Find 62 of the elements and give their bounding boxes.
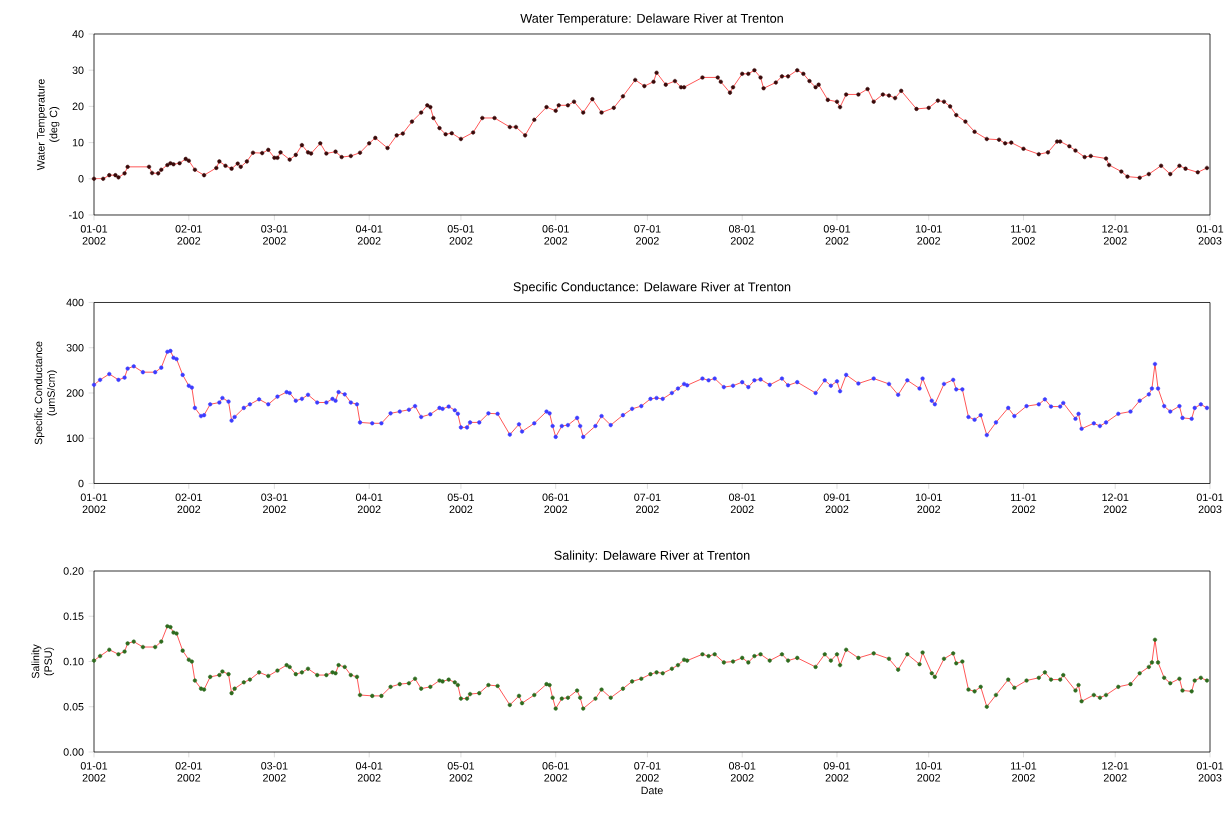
- x-tick-label: 11-01 2002: [1011, 762, 1037, 782]
- x-tick-label: 02-01 2002: [175, 225, 202, 245]
- y-tick-label: 40: [72, 30, 84, 38]
- x-tick-label: 03-01 2002: [261, 762, 288, 782]
- x-tick-label: 08-01 2002: [728, 493, 756, 514]
- x-tick-label: 07-01 2002: [634, 493, 661, 514]
- y-tick-label: 10: [72, 138, 84, 147]
- x-tick-label: 11-01 2002: [1011, 225, 1037, 245]
- x-tick-label: 12-01 2002: [1102, 493, 1129, 514]
- x-tick-label: 10-01 2002: [915, 225, 942, 245]
- x-tick-label: 05-01 2002: [447, 493, 475, 514]
- y-tick-label: 100: [66, 434, 84, 443]
- y-tick-label: 200: [66, 389, 84, 397]
- x-tick-label: 04-01 2002: [355, 225, 383, 245]
- x-tick-label: 04-01 2002: [355, 762, 383, 782]
- x-tick-label: 03-01 2002: [261, 493, 288, 514]
- y-tick-label: 30: [72, 66, 84, 74]
- x-tick-label: 01-01 2003: [1196, 762, 1224, 782]
- x-tick-label: 06-01 2002: [542, 225, 569, 245]
- x-tick-label: 08-01 2002: [728, 762, 756, 782]
- y-tick-label: 0.20: [63, 567, 84, 575]
- x-tick-label: 02-01 2002: [175, 762, 202, 782]
- x-tick-label: 01-01 2002: [80, 493, 108, 514]
- x-tick-label: 01-01 2003: [1196, 225, 1224, 245]
- y-tick-label: 0: [78, 479, 84, 488]
- x-tick-label: 04-01 2002: [355, 493, 383, 514]
- y-tick-label: 400: [66, 298, 84, 307]
- y-tick-label: 0.15: [63, 612, 84, 621]
- y-tick-label: 300: [66, 343, 84, 352]
- x-tick-label: 07-01 2002: [634, 225, 661, 245]
- x-tick-label: 06-01 2002: [542, 493, 569, 514]
- chart-title: Water Temperature: Delaware River at Trenton: [520, 13, 783, 26]
- y-axis-title: Water Temperature (deg C): [37, 79, 60, 171]
- x-tick-label: 10-01 2002: [915, 762, 942, 782]
- x-tick-label: 01-01 2002: [80, 225, 108, 245]
- x-tick-label: 10-01 2002: [915, 493, 942, 514]
- y-axis-title: Salinity (PSU): [31, 644, 55, 679]
- y-tick-label: 0: [78, 175, 84, 183]
- x-tick-label: 06-01 2002: [542, 762, 569, 782]
- y-tick-label: -10: [69, 211, 84, 219]
- y-tick-label: 0.10: [63, 657, 84, 666]
- x-tick-label: 07-01 2002: [634, 762, 661, 782]
- x-axis-title: Date: [641, 786, 663, 795]
- x-tick-label: 05-01 2002: [447, 225, 475, 245]
- chart-title: Specific Conductance: Delaware River at Trenton: [513, 281, 791, 294]
- x-tick-label: 12-01 2002: [1102, 762, 1129, 782]
- y-axis-title: Specific Conductance (umS/cm): [34, 341, 58, 445]
- y-tick-label: 20: [72, 102, 84, 111]
- y-tick-label: 0.00: [63, 748, 84, 756]
- x-tick-label: 03-01 2002: [261, 225, 288, 245]
- x-tick-label: 11-01 2002: [1011, 493, 1037, 514]
- x-tick-label: 09-01 2002: [823, 762, 851, 782]
- x-tick-label: 01-01 2003: [1196, 493, 1224, 514]
- x-tick-label: 01-01 2002: [80, 762, 108, 782]
- x-tick-label: 09-01 2002: [823, 493, 851, 514]
- chart-title: Salinity: Delaware River at Trenton: [554, 550, 750, 563]
- x-tick-label: 12-01 2002: [1102, 225, 1129, 245]
- x-tick-label: 08-01 2002: [728, 225, 756, 245]
- y-tick-label: 0.05: [63, 702, 84, 711]
- x-tick-label: 05-01 2002: [447, 762, 475, 782]
- x-tick-label: 09-01 2002: [823, 225, 851, 245]
- x-tick-label: 02-01 2002: [175, 493, 202, 514]
